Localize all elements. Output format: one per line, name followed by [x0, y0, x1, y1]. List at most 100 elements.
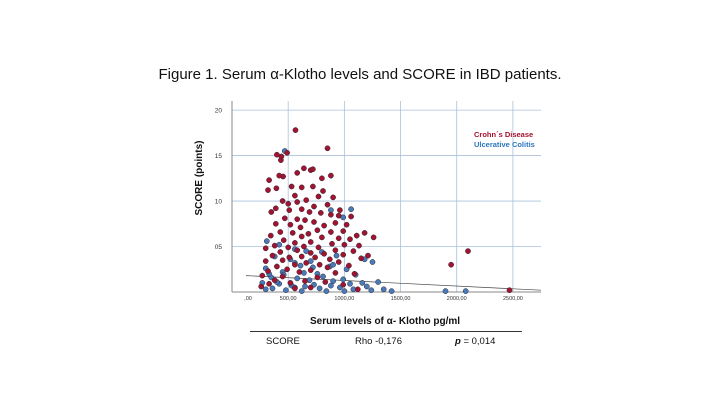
point-crohns: [322, 279, 329, 285]
point-crohns: [307, 267, 314, 274]
x-tick-label: 1000,00: [334, 296, 354, 302]
point-crohns: [292, 285, 298, 292]
point-crohns: [301, 165, 307, 172]
point-crohns: [276, 172, 283, 179]
point-crohns: [307, 284, 314, 291]
point-crohns: [321, 250, 327, 257]
point-ulcerative-colitis: [330, 261, 336, 268]
point-crohns: [358, 255, 365, 262]
figure-title: Figure 1. Serum α-Klotho levels and SCOR…: [158, 66, 562, 83]
point-crohns: [317, 210, 324, 216]
point-crohns: [306, 209, 313, 215]
point-crohns: [307, 239, 314, 245]
point-crohns: [307, 250, 314, 256]
p-value-text: = 0,014: [460, 336, 496, 347]
point-crohns: [273, 185, 280, 192]
point-crohns: [314, 274, 321, 281]
point-ulcerative-colitis: [294, 275, 301, 282]
point-crohns: [302, 278, 308, 284]
point-ulcerative-colitis: [359, 280, 366, 286]
point-ulcerative-colitis: [333, 252, 340, 259]
point-ulcerative-colitis: [388, 288, 395, 294]
point-crohns: [265, 268, 271, 274]
point-crohns: [315, 193, 322, 200]
point-crohns: [329, 240, 335, 247]
point-crohns: [277, 249, 284, 255]
point-crohns: [284, 266, 290, 273]
point-ulcerative-colitis: [341, 288, 348, 294]
point-ulcerative-colitis: [369, 259, 376, 265]
legend-entry-ulcerative-colitis: Ulcerative Colitis: [474, 140, 535, 149]
point-crohns: [324, 264, 331, 271]
point-crohns: [328, 229, 334, 235]
stats-p-value: p = 0,014: [455, 336, 495, 347]
point-crohns: [298, 253, 305, 260]
point-crohns: [287, 221, 294, 228]
point-crohns: [292, 261, 298, 268]
point-ulcerative-colitis: [297, 262, 304, 269]
point-crohns: [340, 281, 347, 288]
point-ulcerative-colitis: [330, 278, 336, 284]
point-crohns: [298, 184, 305, 191]
point-ulcerative-colitis: [380, 286, 387, 293]
point-crohns: [285, 244, 292, 251]
point-crohns: [328, 211, 334, 218]
p-symbol: p: [455, 336, 461, 347]
point-crohns: [448, 261, 454, 268]
point-crohns: [310, 166, 316, 173]
point-crohns: [266, 280, 272, 287]
point-crohns: [324, 201, 331, 208]
point-crohns: [337, 207, 343, 213]
point-crohns: [292, 127, 299, 133]
point-crohns: [286, 254, 293, 261]
point-crohns: [346, 262, 352, 269]
point-crohns: [288, 183, 295, 190]
point-crohns: [271, 242, 278, 249]
point-crohns: [294, 247, 301, 254]
point-crohns: [301, 243, 307, 250]
data-points: [258, 127, 513, 294]
chart-axes: [231, 101, 541, 293]
point-crohns: [298, 206, 305, 213]
point-ulcerative-colitis: [262, 286, 269, 293]
x-tick-label: 1500,00: [391, 296, 411, 302]
point-crohns: [316, 261, 323, 268]
x-tick-label: ,00: [244, 296, 252, 302]
point-crohns: [265, 187, 271, 193]
point-crohns: [356, 242, 362, 249]
point-ulcerative-colitis: [375, 279, 381, 285]
point-crohns: [506, 287, 513, 294]
point-crohns: [277, 229, 284, 235]
point-crohns: [280, 237, 287, 244]
point-crohns: [311, 219, 317, 225]
point-ulcerative-colitis: [263, 238, 270, 244]
point-crohns: [302, 217, 308, 223]
point-crohns: [285, 200, 292, 207]
point-crohns: [328, 172, 334, 179]
point-crohns: [272, 220, 279, 227]
point-crohns: [354, 286, 361, 293]
point-crohns: [286, 207, 293, 213]
point-crohns: [294, 199, 301, 205]
point-ulcerative-colitis: [368, 287, 375, 294]
point-crohns: [279, 198, 286, 204]
y-tick-label: 05: [215, 244, 223, 251]
point-crohns: [319, 234, 325, 241]
point-crohns: [292, 192, 298, 199]
point-crohns: [347, 236, 353, 243]
point-crohns: [332, 247, 339, 254]
point-crohns: [353, 232, 360, 239]
point-crohns: [340, 251, 347, 258]
point-crohns: [321, 222, 327, 229]
stats-row: SCORE Rho -0,176 p = 0,014: [0, 336, 720, 352]
point-crohns: [324, 145, 331, 152]
point-crohns: [292, 240, 298, 246]
point-ulcerative-colitis: [302, 283, 308, 290]
point-ulcerative-colitis: [340, 276, 347, 283]
point-crohns: [319, 175, 325, 182]
point-crohns: [262, 258, 269, 264]
point-crohns: [294, 216, 301, 223]
point-crohns: [314, 227, 321, 234]
point-crohns: [326, 256, 333, 263]
